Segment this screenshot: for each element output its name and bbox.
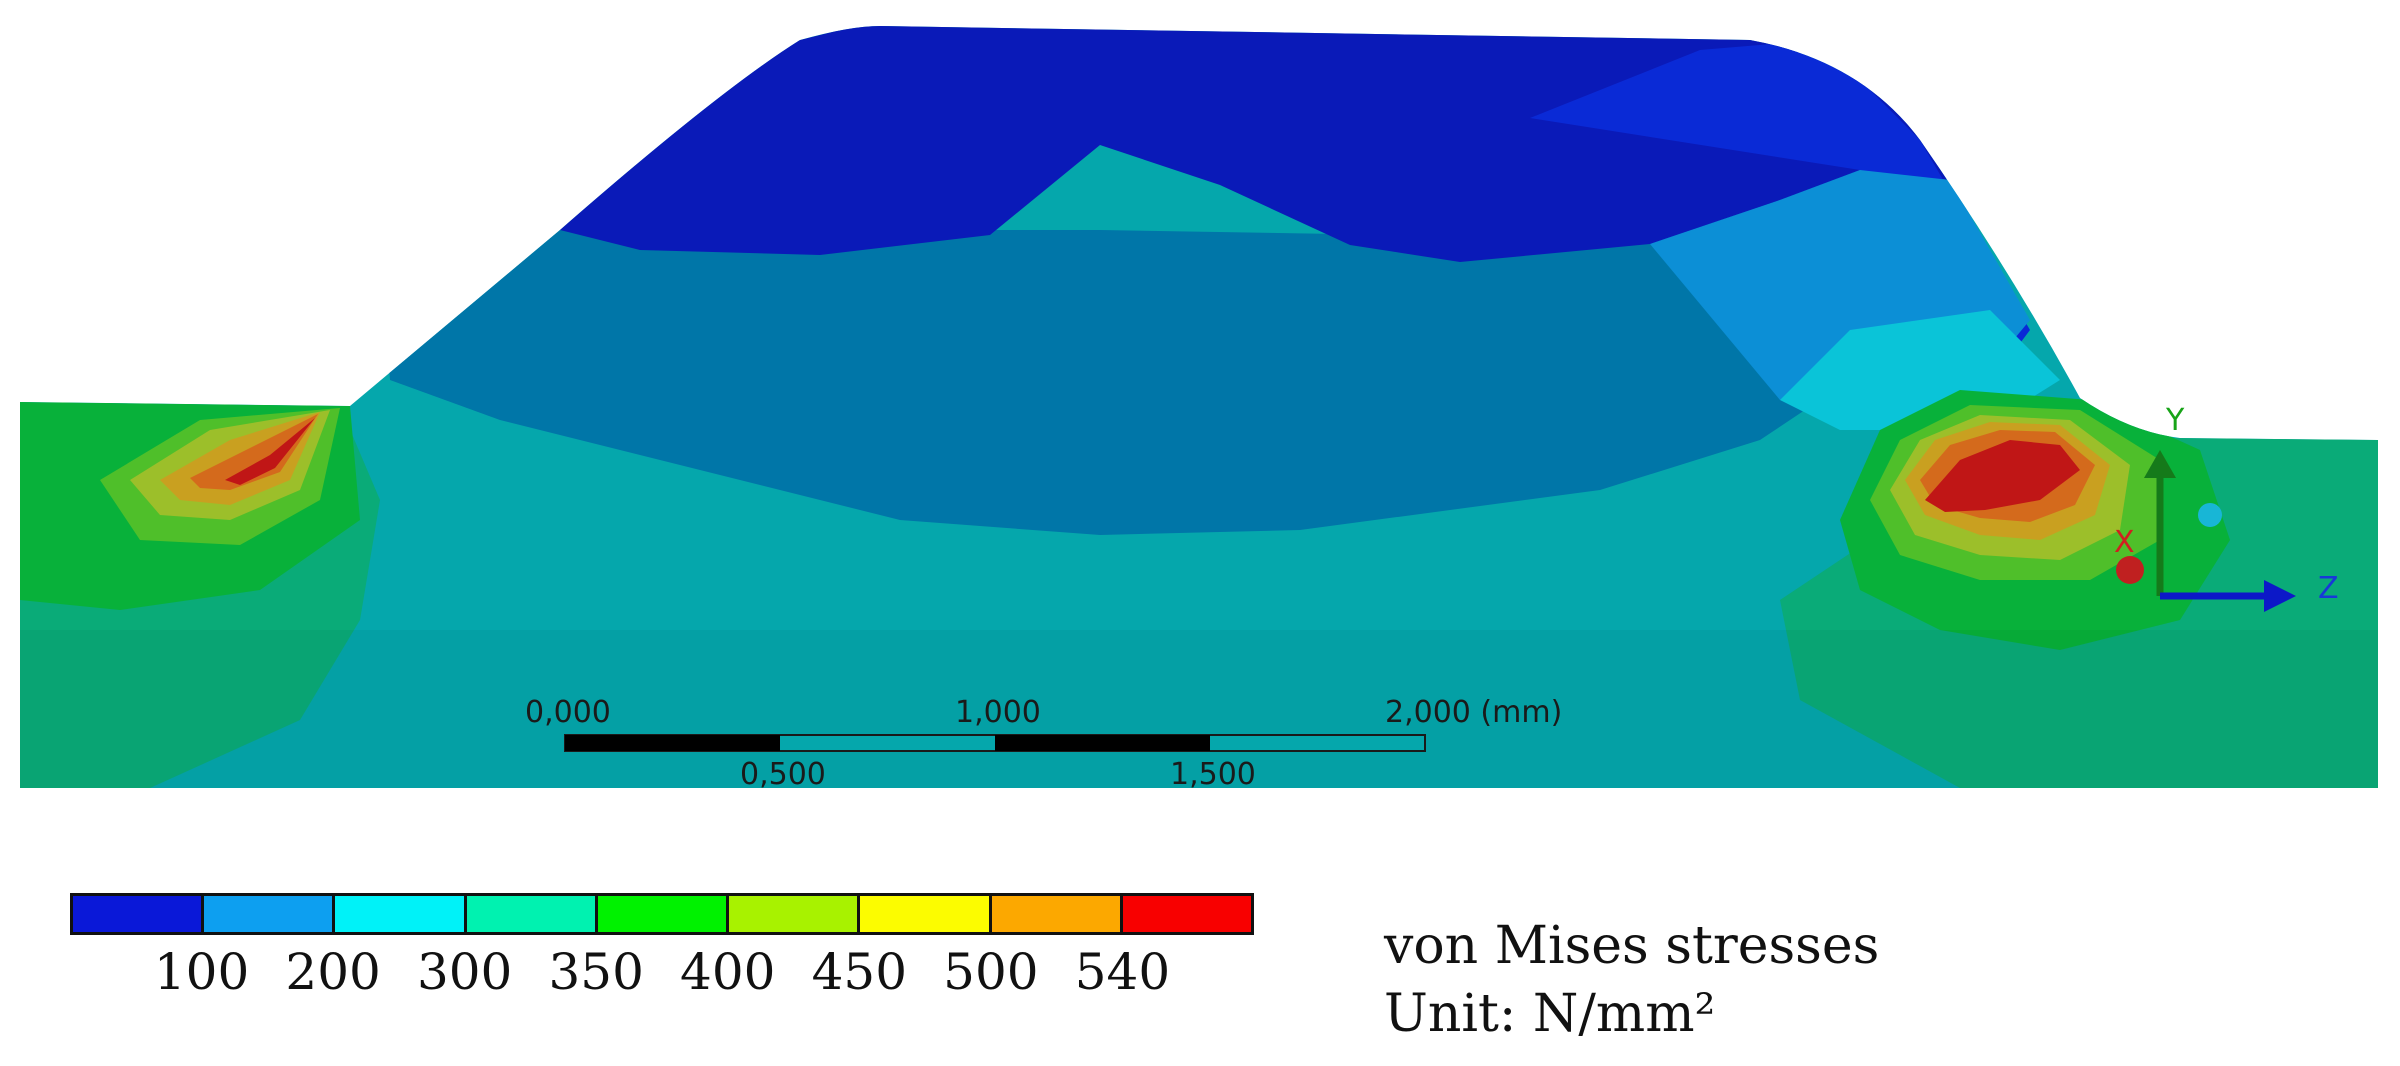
legend-title: von Mises stresses — [1384, 916, 1880, 976]
legend-tick-labels: 100 200 300 350 400 450 500 540 — [70, 935, 1254, 1005]
legend-band — [335, 896, 467, 932]
scale-label-2000: 2,000 (mm) — [1385, 695, 1562, 730]
scale-label-0500: 0,500 — [740, 757, 826, 792]
legend-band — [729, 896, 861, 932]
scale-label-1500: 1,500 — [1170, 757, 1256, 792]
legend-band — [466, 896, 598, 932]
legend-tick-label: 100 — [153, 943, 250, 1001]
axis-x-label: X — [2114, 525, 2135, 560]
axis-z-label: Z — [2318, 571, 2339, 606]
scale-label-1000: 1,000 — [955, 695, 1041, 730]
legend-tick-label: 200 — [285, 943, 381, 1001]
legend-tick-label: 500 — [943, 943, 1039, 1001]
legend-tick-label: 540 — [1074, 943, 1171, 1001]
axis-y-label: Y — [2165, 403, 2185, 438]
legend-unit: Unit: N/mm² — [1384, 984, 1716, 1044]
legend-caption: von Mises stresses Unit: N/mm² — [1384, 912, 1879, 1048]
legend-band — [860, 896, 992, 932]
scale-bar: 0,000 1,000 2,000 (mm) 0,500 1,500 — [525, 695, 1562, 792]
legend-band — [204, 896, 336, 932]
legend-band — [73, 896, 205, 932]
legend-band — [597, 896, 730, 932]
legend-band — [991, 896, 1123, 932]
legend-tick-label: 350 — [548, 943, 644, 1001]
legend-tick-label: 450 — [811, 943, 908, 1001]
fea-body — [20, 26, 2378, 788]
legend-tick-label: 300 — [416, 943, 513, 1001]
color-legend: 100 200 300 350 400 450 500 540 — [70, 893, 1254, 1005]
coordinate-triad: Y Z X — [2114, 403, 2339, 612]
legend-tick-label: 400 — [680, 943, 776, 1001]
scale-label-0000: 0,000 — [525, 695, 611, 730]
right-hotspot — [1840, 390, 2230, 650]
left-hotspot — [20, 402, 360, 610]
legend-color-bands — [70, 893, 1254, 935]
legend-band — [1122, 896, 1251, 932]
